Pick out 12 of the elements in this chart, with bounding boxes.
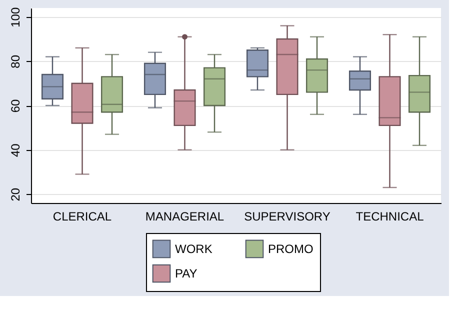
x-tick-label: CLERICAL: [52, 210, 112, 224]
legend-label: PAY: [175, 266, 198, 280]
y-tick-label: 100: [8, 7, 22, 28]
x-tick-label: TECHNICAL: [356, 210, 424, 224]
y-tick-label: 40: [8, 143, 22, 157]
legend-label: WORK: [175, 242, 212, 256]
y-tick-label: 20: [8, 188, 22, 202]
x-tick-label: MANAGERIAL: [145, 210, 224, 224]
legend-label: PROMO: [268, 242, 314, 256]
x-tick-label: SUPERVISORY: [244, 210, 330, 224]
y-tick-label: 60: [8, 99, 22, 113]
y-tick-label: 80: [8, 54, 22, 68]
